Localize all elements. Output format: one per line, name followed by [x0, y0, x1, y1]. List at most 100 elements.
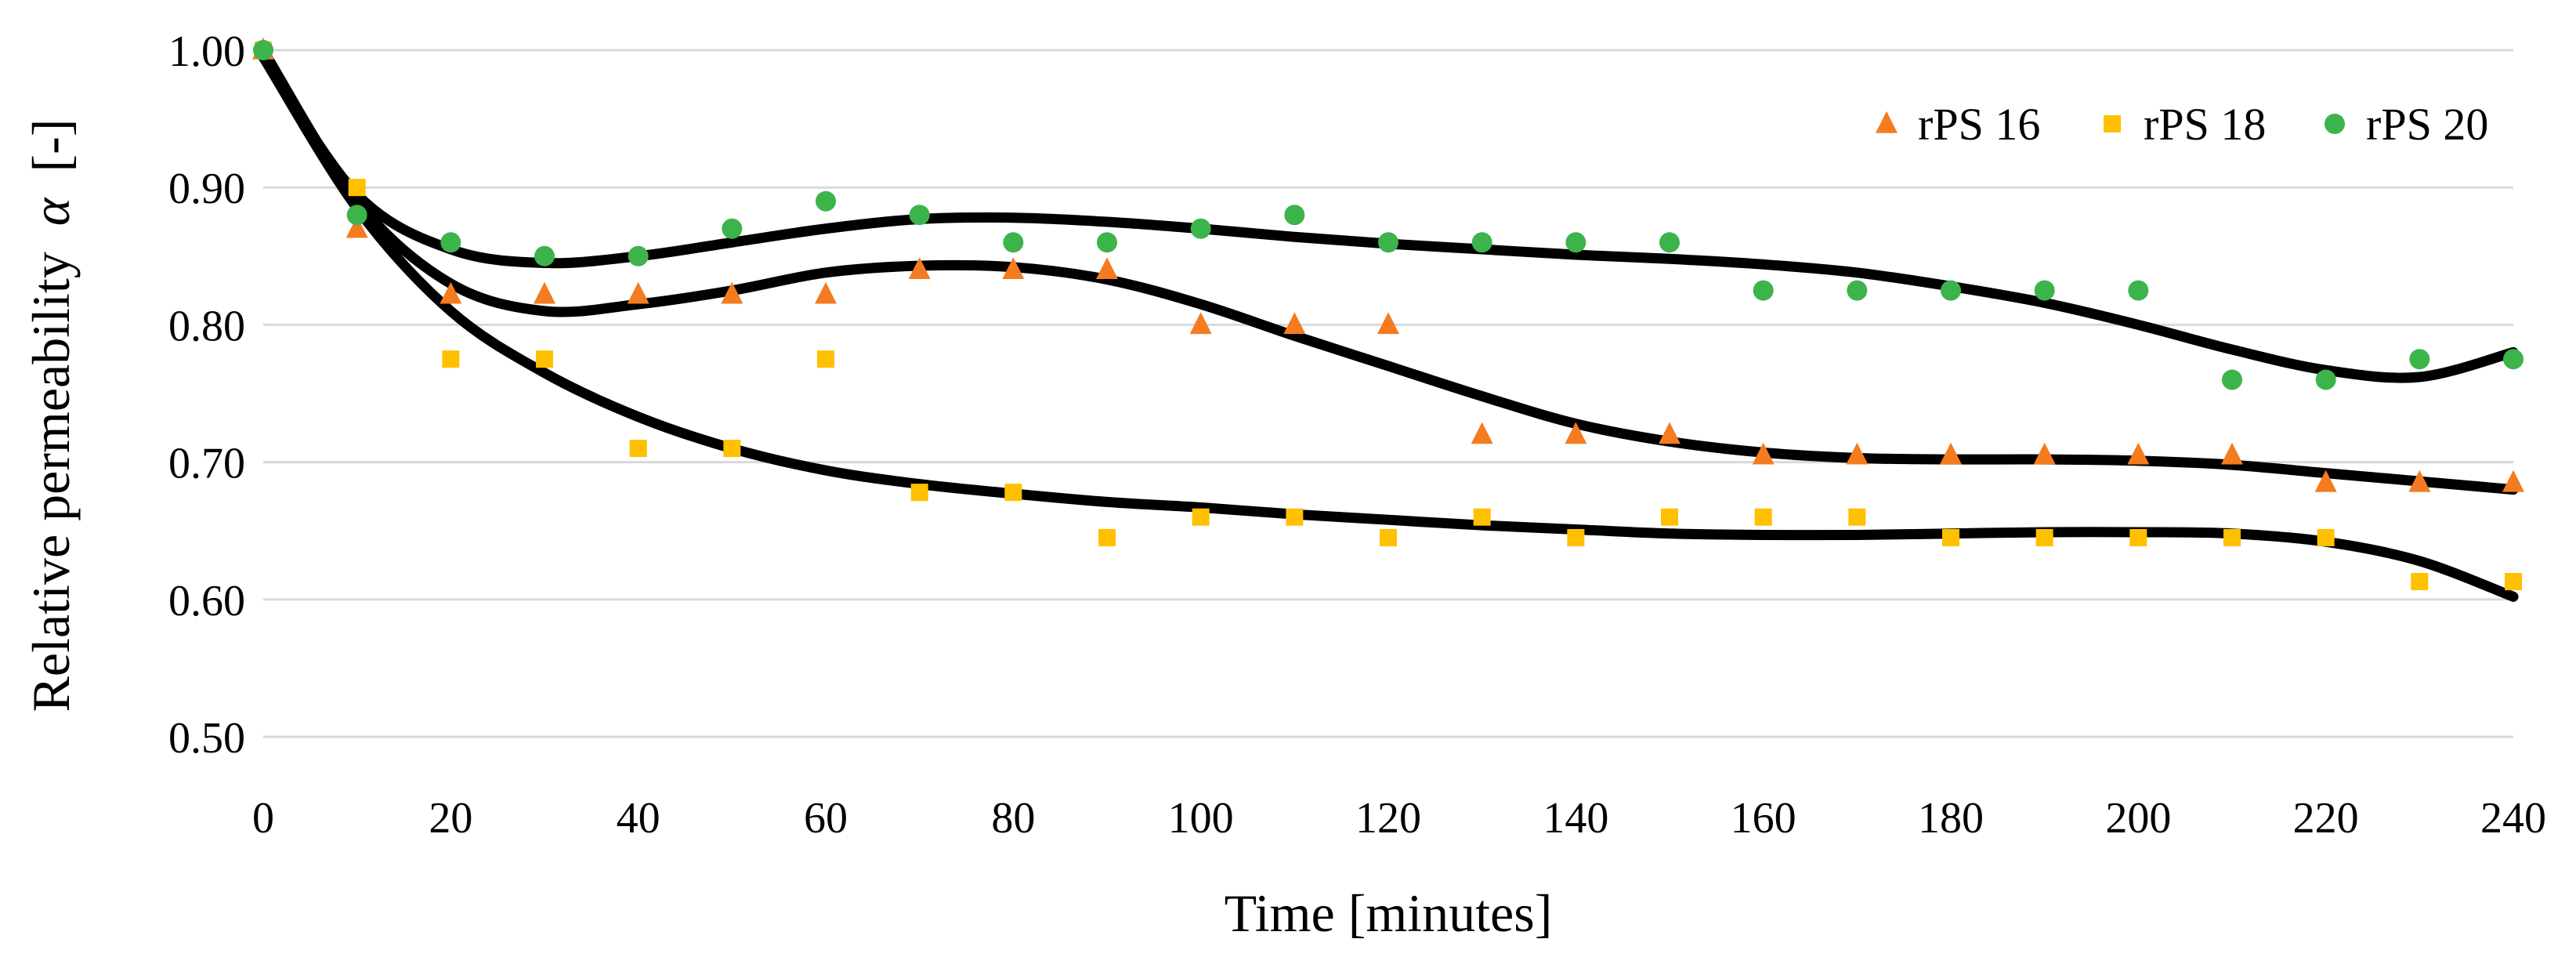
trendline-rps-16: [258, 45, 2519, 495]
y-axis-title: Relative permeability α [-]: [21, 119, 81, 712]
point-rps-16: [440, 281, 462, 304]
point-rps-20: [1097, 232, 1117, 253]
point-rps-18: [2505, 573, 2522, 591]
legend-item-rps-18: rPS 18: [2104, 99, 2266, 150]
axis-ticks: 0.50 0.60 0.70 0.80 0.90 1.00 0 20 40 60 80 100 120 1…: [168, 27, 2546, 843]
point-rps-16: [1471, 422, 1493, 444]
x-tick-label: 120: [1355, 794, 1421, 843]
point-rps-18: [910, 484, 928, 502]
point-rps-16: [1377, 312, 1399, 335]
point-rps-20: [1659, 232, 1680, 253]
y-tick-label: 0.90: [168, 165, 245, 213]
point-rps-16: [2502, 469, 2524, 492]
point-rps-16: [1189, 312, 1212, 335]
point-rps-18: [2317, 528, 2335, 546]
point-rps-16: [1659, 422, 1681, 444]
point-rps-18: [1004, 484, 1022, 502]
legend: rPS 16 rPS 18 rPS 20: [1876, 99, 2488, 150]
y-axis-title-symbol: α: [21, 197, 81, 226]
point-rps-18: [2411, 573, 2429, 591]
point-rps-20: [1847, 280, 1868, 301]
point-rps-18: [2223, 528, 2241, 546]
point-rps-16: [908, 257, 931, 280]
point-rps-20: [440, 232, 461, 253]
point-rps-18: [442, 350, 460, 368]
x-tick-label: 180: [1918, 794, 1984, 843]
point-rps-20: [2034, 280, 2055, 301]
y-tick-label: 0.60: [168, 577, 245, 625]
point-rps-20: [909, 205, 930, 226]
point-rps-16: [2314, 469, 2337, 492]
grid-lines: [263, 49, 2513, 738]
point-rps-16: [1940, 442, 1962, 465]
point-rps-20: [1565, 232, 1586, 253]
point-rps-20: [2409, 349, 2430, 370]
y-tick-label: 0.80: [168, 302, 245, 350]
point-rps-18: [1848, 508, 1866, 526]
point-rps-18: [1661, 508, 1678, 526]
legend-item-rps-16: rPS 16: [1876, 99, 2040, 150]
point-rps-20: [1190, 218, 1211, 239]
x-axis-title: Time [minutes]: [1225, 883, 1553, 943]
y-tick-label: 1.00: [168, 27, 245, 76]
point-rps-18: [1942, 528, 1959, 546]
x-tick-label: 0: [252, 794, 274, 843]
x-tick-label: 240: [2480, 794, 2546, 843]
point-rps-16: [346, 216, 368, 238]
point-rps-16: [2127, 442, 2150, 465]
legend-marker-rps-20: [2325, 114, 2345, 134]
x-tick-label: 100: [1168, 794, 1234, 843]
point-rps-16: [1752, 442, 1775, 465]
point-rps-20: [1471, 232, 1492, 253]
x-tick-label: 60: [804, 794, 848, 843]
x-tick-label: 40: [617, 794, 660, 843]
x-tick-label: 140: [1543, 794, 1608, 843]
point-rps-18: [1098, 528, 1116, 546]
point-rps-18: [1286, 508, 1304, 526]
point-rps-16: [2033, 442, 2056, 465]
x-tick-label: 20: [429, 794, 472, 843]
point-rps-20: [1003, 232, 1024, 253]
point-rps-18: [2129, 528, 2147, 546]
point-rps-20: [628, 245, 649, 266]
point-rps-18: [1473, 508, 1491, 526]
point-rps-18: [536, 350, 553, 368]
legend-label-rps-18: rPS 18: [2144, 99, 2266, 150]
y-axis-title-unit: [-]: [21, 119, 81, 172]
point-rps-20: [1284, 205, 1305, 226]
point-rps-20: [1378, 232, 1398, 253]
point-rps-18: [817, 350, 834, 368]
point-rps-20: [2128, 280, 2149, 301]
y-axis-title-text: Relative permeability: [21, 252, 81, 712]
legend-marker-rps-16: [1876, 111, 1898, 133]
point-rps-20: [2315, 369, 2336, 390]
legend-label-rps-20: rPS 20: [2366, 99, 2488, 150]
point-rps-18: [723, 440, 741, 458]
point-rps-20: [534, 245, 555, 266]
point-rps-20: [2503, 349, 2524, 370]
point-rps-16: [1283, 312, 1306, 335]
x-tick-label: 220: [2293, 794, 2359, 843]
point-rps-20: [1941, 280, 1961, 301]
point-rps-16: [627, 281, 649, 304]
y-tick-label: 0.70: [168, 440, 245, 488]
y-tick-label: 0.50: [168, 714, 245, 763]
point-rps-16: [721, 281, 743, 304]
legend-label-rps-16: rPS 16: [1918, 99, 2040, 150]
point-rps-16: [2408, 469, 2431, 492]
point-rps-16: [1002, 257, 1025, 280]
point-rps-16: [534, 281, 555, 304]
point-rps-16: [815, 281, 837, 304]
point-rps-18: [2035, 528, 2053, 546]
data-points: [252, 37, 2524, 591]
point-rps-16: [1096, 257, 1118, 280]
point-rps-18: [1754, 508, 1772, 526]
point-rps-16: [1846, 442, 1869, 465]
legend-item-rps-20: rPS 20: [2325, 99, 2488, 150]
x-tick-label: 80: [991, 794, 1035, 843]
point-rps-18: [629, 440, 647, 458]
point-rps-20: [722, 218, 743, 239]
point-rps-20: [1753, 280, 1774, 301]
